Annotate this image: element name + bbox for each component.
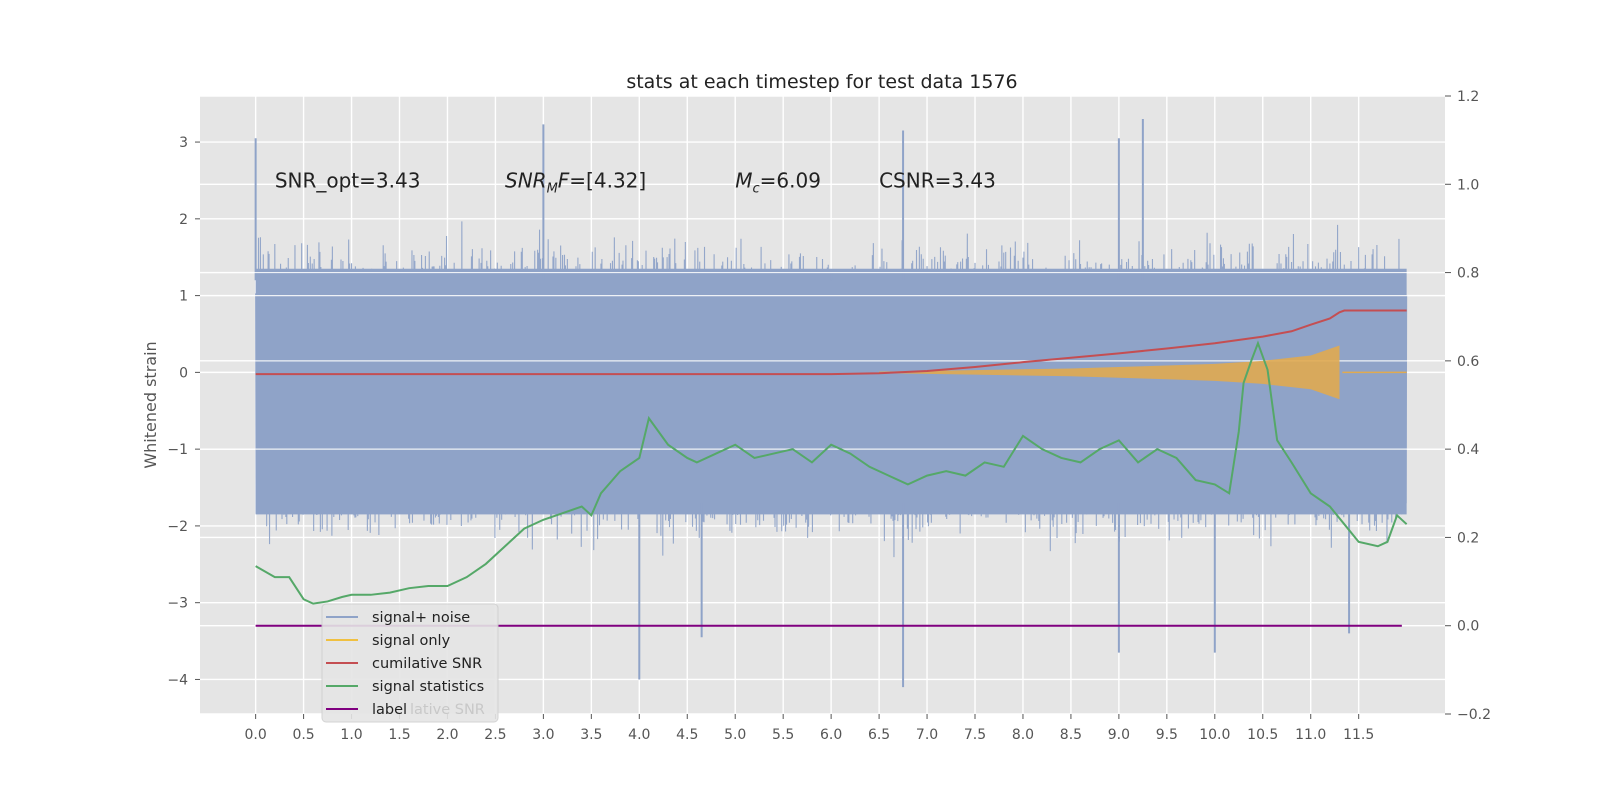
y2-tick-label: 0.6 — [1457, 354, 1479, 370]
series-cumilative-snr — [255, 309, 1407, 376]
x-tick-label: 10.0 — [1199, 727, 1230, 743]
x-tick-label: 4.5 — [676, 727, 698, 743]
x-tick-label: 6.5 — [868, 727, 890, 743]
x-tick-label: 4.0 — [628, 727, 650, 743]
y-tick-label: −3 — [167, 596, 188, 612]
y-tick-label: −4 — [167, 672, 188, 688]
x-tick-label: 8.0 — [1012, 727, 1034, 743]
x-tick-label: 1.0 — [340, 727, 362, 743]
x-tick-label: 2.0 — [436, 727, 458, 743]
x-tick-label: 10.5 — [1247, 727, 1278, 743]
legend-label: signal statistics — [372, 679, 484, 695]
x-tick-label: 0.5 — [292, 727, 314, 743]
stat-annotation: SNRMF=[4.32] — [505, 168, 646, 196]
series-signal-noise-core — [255, 268, 1407, 515]
series-signal-statistics — [255, 340, 1408, 605]
y2-tick-label: 0.8 — [1457, 266, 1479, 282]
chart-title: stats at each timestep for test data 157… — [626, 71, 1017, 93]
axes: 0.0 0.5 1.0 1.5 2.0 2.5 3.0 3.5 4.0 4.5 5.0 5.5 6.0 6… — [167, 89, 1491, 743]
x-tick-label: 9.0 — [1108, 727, 1130, 743]
y-tick-label: 0 — [179, 365, 188, 381]
y2-tick-label: 1.2 — [1457, 89, 1479, 105]
annotations: SNR_opt=3.43 SNRMF=[4.32] Mc=6.09 CSNR=3.43 — [275, 168, 996, 196]
x-tick-label: 2.5 — [484, 727, 506, 743]
y2-tick-label: 0.4 — [1457, 442, 1479, 458]
x-tick-label: 8.5 — [1060, 727, 1082, 743]
y2-tick-label: −0.2 — [1457, 707, 1491, 723]
stat-annotation: Mc=6.09 — [735, 168, 821, 196]
x-tick-label: 11.0 — [1295, 727, 1326, 743]
legend-label: signal only — [372, 633, 451, 649]
x-tick-label: 5.0 — [724, 727, 746, 743]
x-tick-label: 5.5 — [772, 727, 794, 743]
stat-annotation: SNR_opt=3.43 — [275, 168, 421, 192]
y2-tick-label: 1.0 — [1457, 177, 1479, 193]
legend-label: signal+ noise — [372, 610, 470, 626]
y-tick-label: 3 — [179, 135, 188, 151]
x-tick-label: 1.5 — [388, 727, 410, 743]
x-tick-label: 7.5 — [964, 727, 986, 743]
y-axis-label: Whitened strain — [141, 341, 160, 468]
x-tick-label: 7.0 — [916, 727, 938, 743]
x-tick-label: 3.5 — [580, 727, 602, 743]
series-signal-only — [879, 345, 1340, 400]
x-tick-label: 0.0 — [244, 727, 266, 743]
stat-annotation: CSNR=3.43 — [879, 168, 996, 192]
x-tick-label: 6.0 — [820, 727, 842, 743]
y2-tick-label: 0.0 — [1457, 619, 1479, 635]
legend-box — [321, 603, 499, 723]
y-tick-label: −2 — [167, 519, 188, 535]
y-tick-label: −1 — [167, 442, 188, 458]
x-tick-label: 3.0 — [532, 727, 554, 743]
legend: signal+ noise signal only cumilative SNR si… — [321, 603, 499, 723]
data-layer — [200, 119, 1445, 688]
legend-label: cumilative SNR — [372, 656, 482, 672]
y-tick-label: 2 — [179, 212, 188, 228]
legend-label: label — [372, 702, 407, 718]
legend-ghost-label: lative SNR — [410, 702, 485, 718]
y2-tick-label: 0.2 — [1457, 530, 1479, 546]
y-tick-label: 1 — [179, 289, 188, 305]
x-tick-label: 11.5 — [1343, 727, 1374, 743]
x-tick-label: 9.5 — [1156, 727, 1178, 743]
